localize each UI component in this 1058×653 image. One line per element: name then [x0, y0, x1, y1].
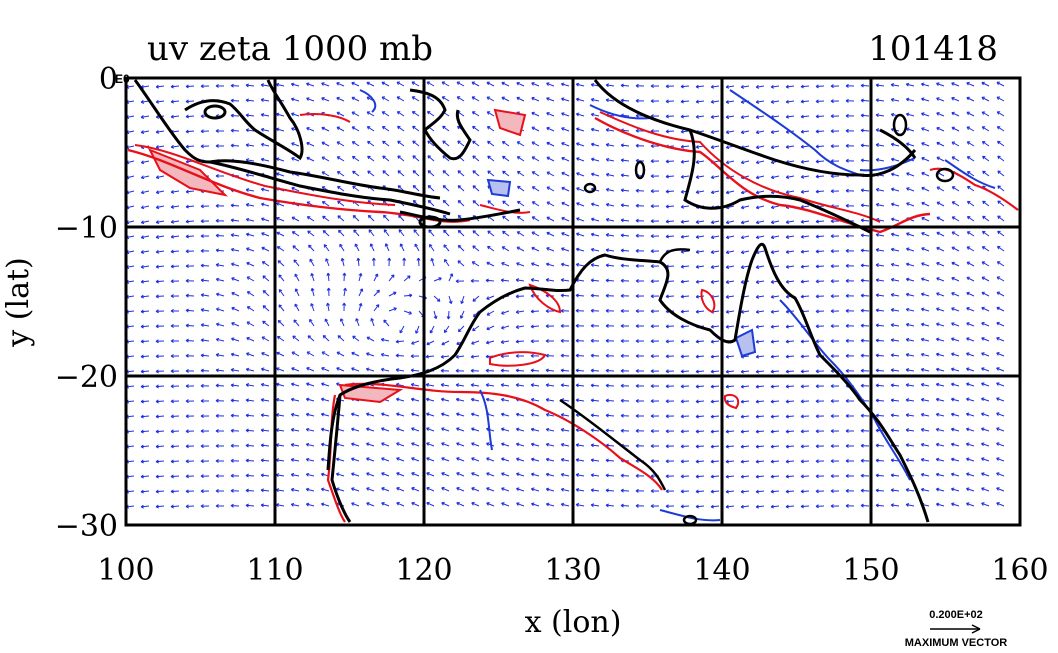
x-tick-label: 150: [842, 553, 899, 588]
coastline-new-guinea-east: [879, 128, 917, 159]
positive-vorticity-patch: [493, 108, 527, 137]
y-tick-label: −30: [55, 509, 118, 544]
coastline-nusa-tenggara: [399, 208, 521, 222]
x-tick-label: 110: [246, 553, 303, 588]
coastlines: [133, 79, 955, 526]
negative-vorticity-patch: [734, 328, 757, 358]
island: [583, 182, 597, 194]
x-axis-label: x (lon): [525, 605, 622, 640]
negative-vorticity-contour: [859, 157, 916, 172]
coastline-new-guinea: [593, 79, 917, 234]
island: [203, 104, 227, 120]
wind-vector-field: [125, 81, 1005, 509]
coastline-australia-sw: [330, 394, 352, 523]
coastline-sumatra-java: [133, 79, 451, 216]
positive-vorticity-contour: [599, 111, 881, 223]
coastline-australia-s: [559, 398, 667, 491]
positive-vorticity-contour: [489, 351, 547, 367]
negative-vorticity-contour: [479, 389, 493, 451]
island: [935, 167, 955, 183]
plot-frame: [124, 76, 1022, 527]
y-tick-labels: 0 −10 −20 −30: [55, 62, 118, 544]
coastline-australia: [326, 242, 930, 523]
positive-vorticity-contour: [723, 394, 740, 410]
negative-vorticity-contour: [359, 89, 377, 113]
negative-vorticity-contour: [779, 299, 911, 481]
timestamp: 101418: [868, 29, 998, 69]
coastline-borneo: [184, 79, 304, 161]
island: [634, 160, 646, 180]
island: [892, 113, 908, 137]
positive-vorticity-contour: [299, 112, 351, 123]
corner-label: E0: [115, 72, 130, 86]
positive-vorticity-contour: [134, 144, 396, 206]
x-tick-label: 140: [693, 553, 750, 588]
negative-vorticity-contour: [729, 89, 861, 176]
wind-vectors: [125, 81, 1005, 509]
legend-arrowhead: [971, 624, 981, 634]
negative-vorticity-contour: [659, 509, 721, 522]
x-tick-label: 100: [97, 553, 154, 588]
negative-vorticity-patch: [486, 178, 512, 198]
map-title: uv zeta 1000 mb: [147, 29, 433, 69]
legend-label: MAXIMUM VECTOR: [905, 637, 1008, 649]
x-tick-label: 160: [991, 553, 1048, 588]
negative-vorticity-contour: [944, 159, 996, 189]
positive-vorticity-contour: [594, 116, 931, 234]
x-tick-labels: 100 110 120 130 140 150 160: [97, 553, 1048, 588]
y-axis-label: y (lat): [1, 257, 36, 347]
x-tick-label: 130: [544, 553, 601, 588]
positive-vorticity-contour: [700, 288, 716, 314]
legend-value: 0.200E+02: [929, 609, 983, 621]
x-tick-label: 120: [395, 553, 452, 588]
coastline-gulf-carpentaria: [658, 248, 691, 263]
plot-area: [124, 76, 1022, 527]
y-tick-label: −20: [55, 360, 118, 395]
y-tick-label: −10: [55, 211, 118, 246]
coastline-java-north: [209, 159, 441, 200]
coastline-sulawesi: [409, 88, 472, 161]
vector-legend: 0.200E+02 MAXIMUM VECTOR: [905, 609, 1008, 649]
y-tick-label: 0: [99, 62, 118, 97]
grid-lines: [126, 78, 1020, 525]
positive-vorticity-contour: [344, 382, 663, 491]
positive-vorticity-contour: [326, 394, 346, 523]
negative-vorticity-contour: [589, 104, 651, 120]
